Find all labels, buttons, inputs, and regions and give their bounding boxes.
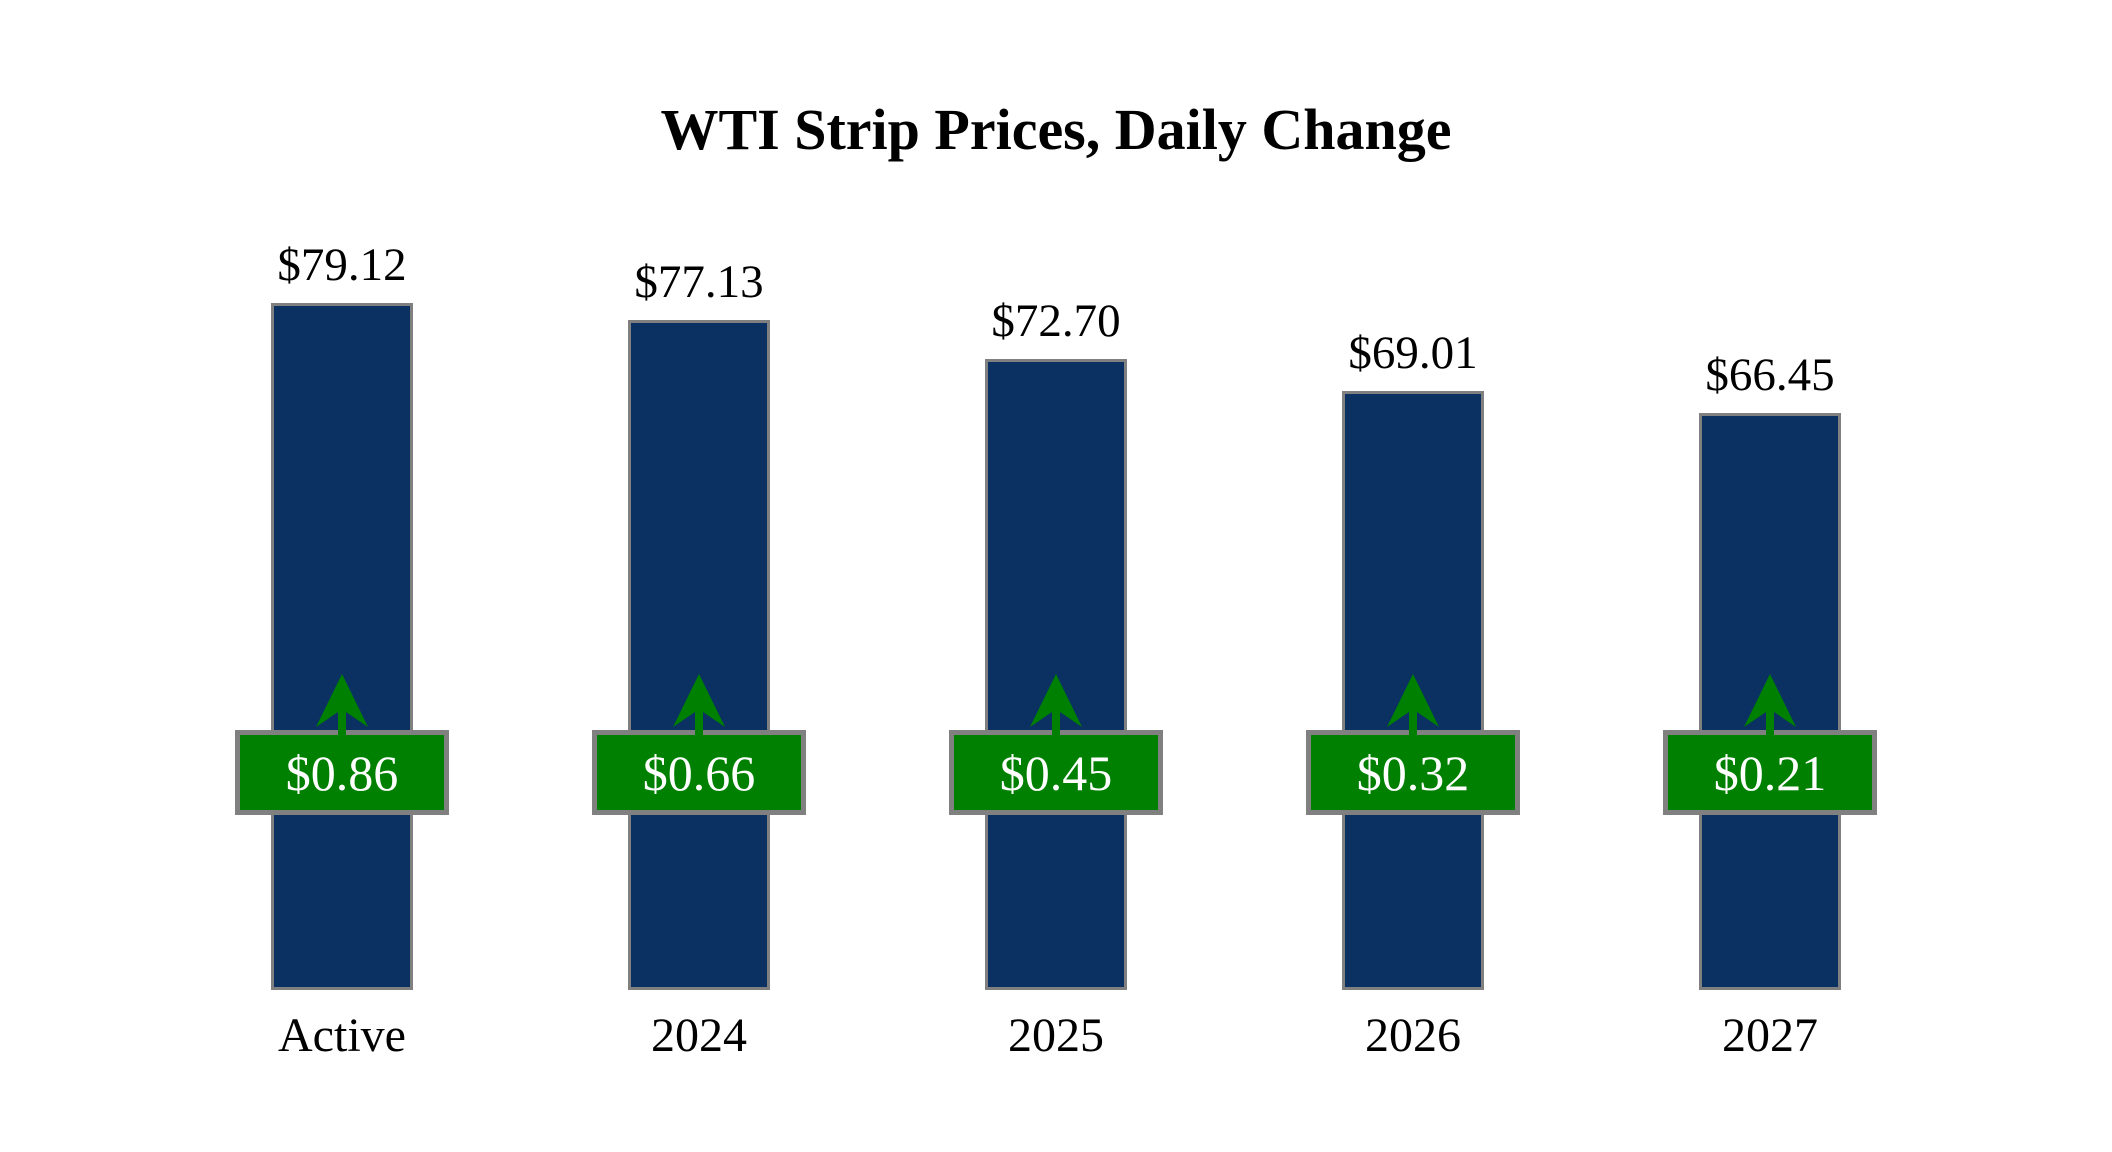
change-label: $0.21 [1713, 744, 1827, 801]
price-label: $79.12 [277, 239, 407, 292]
bar [271, 303, 413, 990]
up-arrow-icon [1030, 674, 1082, 735]
bar-stack: $79.12 [271, 240, 413, 990]
change-badge: $0.21 [1663, 730, 1877, 815]
change-badge: $0.66 [592, 730, 806, 815]
change-label: $0.86 [285, 744, 399, 801]
price-label: $66.45 [1705, 349, 1835, 402]
bar-column-2024: $77.13 $0.66 2024 [521, 180, 878, 1100]
price-label: $69.01 [1348, 327, 1478, 380]
bar-stack: $69.01 [1342, 328, 1484, 990]
category-label: 2026 [1365, 1009, 1461, 1062]
change-badge: $0.45 [949, 730, 1163, 815]
bar-stack: $72.70 [985, 296, 1127, 990]
bar [628, 320, 770, 990]
change-label: $0.45 [999, 744, 1113, 801]
category-label: 2024 [651, 1009, 747, 1062]
category-label: 2025 [1008, 1009, 1104, 1062]
bar-chart: $79.12 $0.86 Active $77.13 $0.66 2024 $7… [0, 180, 2112, 1100]
up-arrow-icon [673, 674, 725, 735]
price-label: $77.13 [634, 256, 764, 309]
bar-column-2026: $69.01 $0.32 2026 [1235, 180, 1592, 1100]
change-badge: $0.86 [235, 730, 449, 815]
change-label: $0.32 [1356, 744, 1470, 801]
up-arrow-icon [316, 674, 368, 735]
up-arrow-icon [1744, 674, 1796, 735]
category-label: Active [278, 1009, 406, 1062]
bar-column-2027: $66.45 $0.21 2027 [1592, 180, 1949, 1100]
bar-column-active: $79.12 $0.86 Active [164, 180, 521, 1100]
price-label: $72.70 [991, 295, 1121, 348]
change-badge: $0.32 [1306, 730, 1520, 815]
bar-stack: $77.13 [628, 257, 770, 990]
bar-column-2025: $72.70 $0.45 2025 [878, 180, 1235, 1100]
up-arrow-icon [1387, 674, 1439, 735]
change-label: $0.66 [642, 744, 756, 801]
bar-stack: $66.45 [1699, 350, 1841, 990]
category-label: 2027 [1722, 1009, 1818, 1062]
page-title: WTI Strip Prices, Daily Change [660, 97, 1452, 162]
